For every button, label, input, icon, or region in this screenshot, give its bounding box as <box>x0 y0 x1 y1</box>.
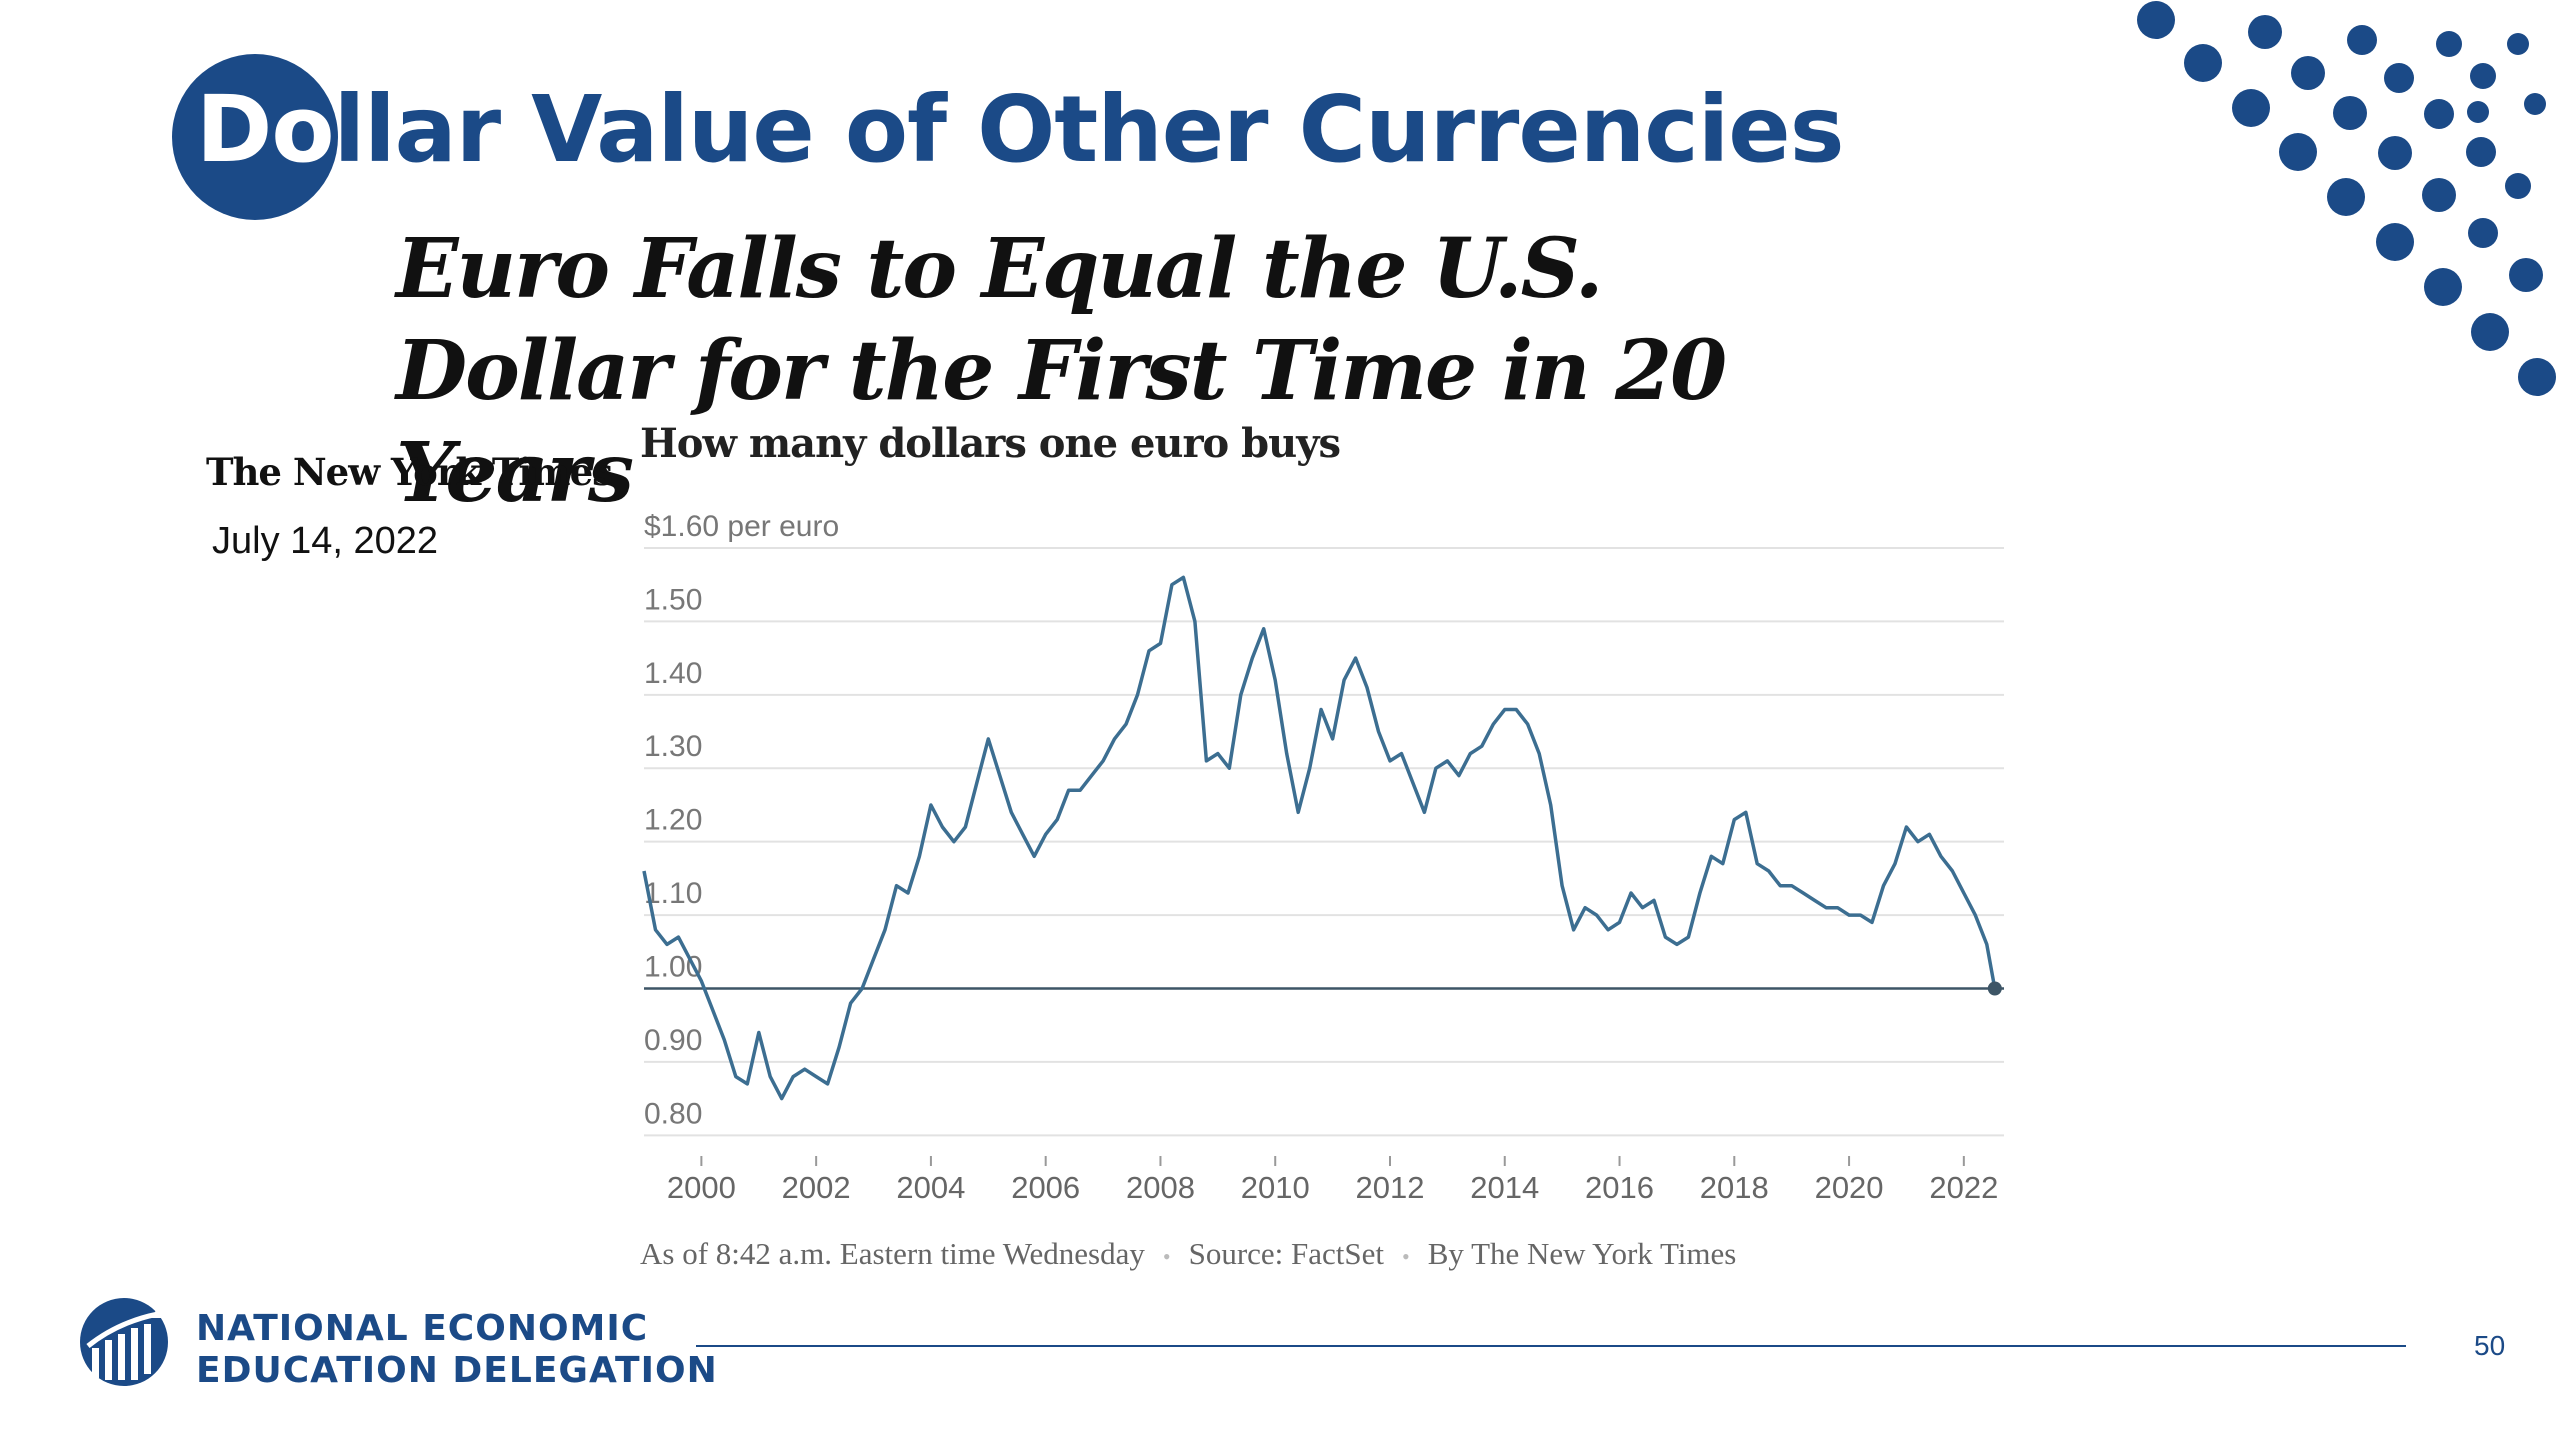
title-accent-circle <box>172 54 338 220</box>
y-tick-label: 1.50 <box>644 583 702 616</box>
y-tick-label-top: $1.60 per euro <box>644 510 839 543</box>
footnote-source: Source: FactSet <box>1188 1236 1385 1271</box>
chart-title: How many dollars one euro buys <box>640 420 1341 467</box>
y-tick-label: 1.40 <box>644 657 702 690</box>
y-tick-label: 1.20 <box>644 804 702 837</box>
x-tick-label: 2014 <box>1470 1170 1539 1205</box>
footnote-byline: By The New York Times <box>1427 1236 1737 1271</box>
chart-footnote: As of 8:42 a.m. Eastern time Wednesday • S… <box>640 1236 1736 1272</box>
need-logo-icon <box>80 1298 168 1386</box>
x-tick-label: 2018 <box>1700 1170 1769 1205</box>
organization-name: NATIONAL ECONOMIC EDUCATION DELEGATION <box>196 1308 718 1392</box>
slide-title: Dollar Value of Other Currencies <box>196 76 1844 183</box>
x-tick-label: 2020 <box>1815 1170 1884 1205</box>
organization-name-line1: NATIONAL ECONOMIC <box>196 1308 649 1349</box>
y-tick-label: 1.30 <box>644 730 702 763</box>
dot-pattern-decoration <box>2137 1 2556 396</box>
footnote-separator: • <box>1402 1243 1410 1269</box>
footnote-separator: • <box>1162 1243 1171 1269</box>
y-tick-label: 0.80 <box>644 1097 702 1130</box>
series-end-point <box>1987 981 2002 996</box>
x-tick-label: 2010 <box>1241 1170 1310 1205</box>
x-tick-label: 2004 <box>896 1170 965 1205</box>
x-tick-label: 2002 <box>782 1170 851 1205</box>
organization-name-line2: EDUCATION DELEGATION <box>196 1350 718 1391</box>
publication-date: July 14, 2022 <box>212 520 439 562</box>
page-number: 50 <box>2474 1330 2506 1361</box>
x-tick-label: 2006 <box>1011 1170 1080 1205</box>
x-tick-label: 2016 <box>1585 1170 1654 1205</box>
article-headline: Euro Falls to Equal the U.S. Dollar for … <box>396 221 1727 521</box>
x-tick-label: 2008 <box>1126 1170 1195 1205</box>
x-tick-label: 2000 <box>667 1170 736 1205</box>
publication-logo: The New York Times <box>206 450 613 494</box>
slide-title-overlay: Dollar Value of Other Currencies <box>196 76 1844 183</box>
footnote-timestamp: As of 8:42 a.m. Eastern time Wednesday <box>640 1236 1145 1271</box>
series-line <box>642 575 1997 1101</box>
y-tick-label: 0.90 <box>644 1024 702 1057</box>
x-tick-label: 2012 <box>1356 1170 1425 1205</box>
footer-divider <box>696 1345 2406 1347</box>
y-tick-label: 1.10 <box>644 877 702 910</box>
x-tick-label: 2022 <box>1929 1170 1998 1205</box>
